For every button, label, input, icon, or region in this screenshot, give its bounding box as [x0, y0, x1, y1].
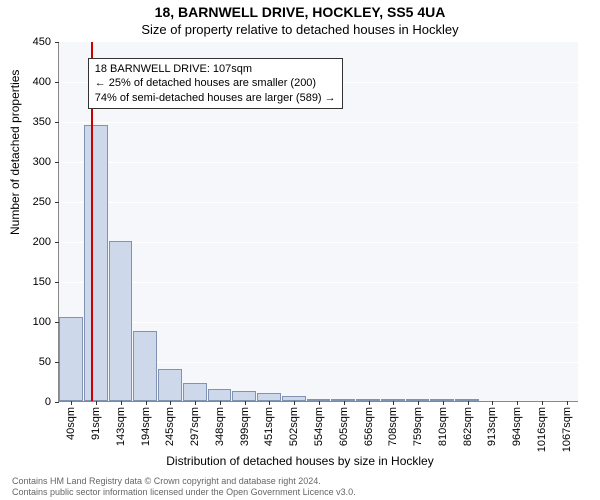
gridline	[59, 122, 578, 123]
y-tick-mark	[55, 122, 59, 123]
x-tick-label: 399sqm	[239, 407, 251, 446]
x-tick-mark	[245, 401, 246, 405]
x-tick-mark	[542, 401, 543, 405]
annotation-line: 18 BARNWELL DRIVE: 107sqm	[95, 62, 336, 76]
x-tick-mark	[170, 401, 171, 405]
y-tick-mark	[55, 242, 59, 243]
gridline	[59, 282, 578, 283]
histogram-bar	[183, 383, 207, 401]
x-tick-label: 1067sqm	[561, 407, 573, 452]
x-tick-mark	[443, 401, 444, 405]
caption: Contains HM Land Registry data © Crown c…	[12, 476, 588, 498]
y-axis-label: Number of detached properties	[8, 70, 22, 235]
y-tick-label: 400	[33, 76, 51, 88]
y-tick-label: 450	[33, 36, 51, 48]
y-tick-label: 250	[33, 196, 51, 208]
x-tick-mark	[269, 401, 270, 405]
chart-area: 05010015020025030035040045040sqm91sqm143…	[58, 42, 578, 402]
y-tick-mark	[55, 162, 59, 163]
x-tick-label: 759sqm	[412, 407, 424, 446]
x-tick-label: 348sqm	[214, 407, 226, 446]
histogram-bar	[109, 241, 133, 401]
x-tick-label: 964sqm	[511, 407, 523, 446]
x-tick-label: 810sqm	[437, 407, 449, 446]
histogram-bar	[133, 331, 157, 401]
x-tick-label: 554sqm	[313, 407, 325, 446]
x-tick-label: 297sqm	[189, 407, 201, 446]
histogram-bar	[257, 393, 281, 401]
x-tick-label: 502sqm	[288, 407, 300, 446]
x-tick-mark	[517, 401, 518, 405]
gridline	[59, 202, 578, 203]
x-tick-label: 1016sqm	[536, 407, 548, 452]
x-tick-mark	[146, 401, 147, 405]
annotation-line: 74% of semi-detached houses are larger (…	[95, 91, 336, 105]
x-tick-mark	[369, 401, 370, 405]
x-tick-mark	[294, 401, 295, 405]
x-tick-mark	[492, 401, 493, 405]
caption-line: Contains public sector information licen…	[12, 487, 588, 498]
y-tick-mark	[55, 282, 59, 283]
x-tick-label: 194sqm	[140, 407, 152, 446]
x-tick-label: 91sqm	[90, 407, 102, 440]
y-tick-label: 50	[39, 356, 51, 368]
x-tick-label: 143sqm	[115, 407, 127, 446]
y-tick-label: 100	[33, 316, 51, 328]
x-axis-label: Distribution of detached houses by size …	[0, 454, 600, 468]
gridline	[59, 242, 578, 243]
x-tick-mark	[121, 401, 122, 405]
y-tick-label: 300	[33, 156, 51, 168]
y-tick-label: 350	[33, 116, 51, 128]
x-tick-mark	[195, 401, 196, 405]
x-tick-mark	[468, 401, 469, 405]
y-tick-mark	[55, 402, 59, 403]
annotation-line: ← 25% of detached houses are smaller (20…	[95, 76, 336, 90]
y-tick-mark	[55, 42, 59, 43]
y-tick-mark	[55, 82, 59, 83]
gridline	[59, 322, 578, 323]
y-tick-label: 0	[45, 396, 51, 408]
x-tick-mark	[71, 401, 72, 405]
histogram-bar	[232, 391, 256, 401]
x-tick-label: 245sqm	[164, 407, 176, 446]
chart-title: 18, BARNWELL DRIVE, HOCKLEY, SS5 4UA	[0, 4, 600, 20]
plot-area: 05010015020025030035040045040sqm91sqm143…	[58, 42, 578, 402]
histogram-bar	[208, 389, 232, 401]
histogram-bar	[59, 317, 83, 401]
x-tick-label: 862sqm	[462, 407, 474, 446]
x-tick-mark	[319, 401, 320, 405]
x-tick-mark	[344, 401, 345, 405]
y-tick-mark	[55, 202, 59, 203]
x-tick-mark	[567, 401, 568, 405]
x-tick-mark	[418, 401, 419, 405]
x-tick-label: 451sqm	[263, 407, 275, 446]
y-tick-label: 200	[33, 236, 51, 248]
gridline	[59, 162, 578, 163]
x-tick-label: 656sqm	[363, 407, 375, 446]
caption-line: Contains HM Land Registry data © Crown c…	[12, 476, 588, 487]
x-tick-mark	[220, 401, 221, 405]
histogram-bar	[84, 125, 108, 401]
x-tick-label: 708sqm	[387, 407, 399, 446]
y-tick-label: 150	[33, 276, 51, 288]
chart-subtitle: Size of property relative to detached ho…	[0, 22, 600, 37]
x-tick-label: 40sqm	[65, 407, 77, 440]
x-tick-label: 913sqm	[486, 407, 498, 446]
x-tick-mark	[96, 401, 97, 405]
histogram-bar	[158, 369, 182, 401]
x-tick-label: 605sqm	[338, 407, 350, 446]
x-tick-mark	[393, 401, 394, 405]
annotation-box: 18 BARNWELL DRIVE: 107sqm← 25% of detach…	[88, 58, 343, 109]
